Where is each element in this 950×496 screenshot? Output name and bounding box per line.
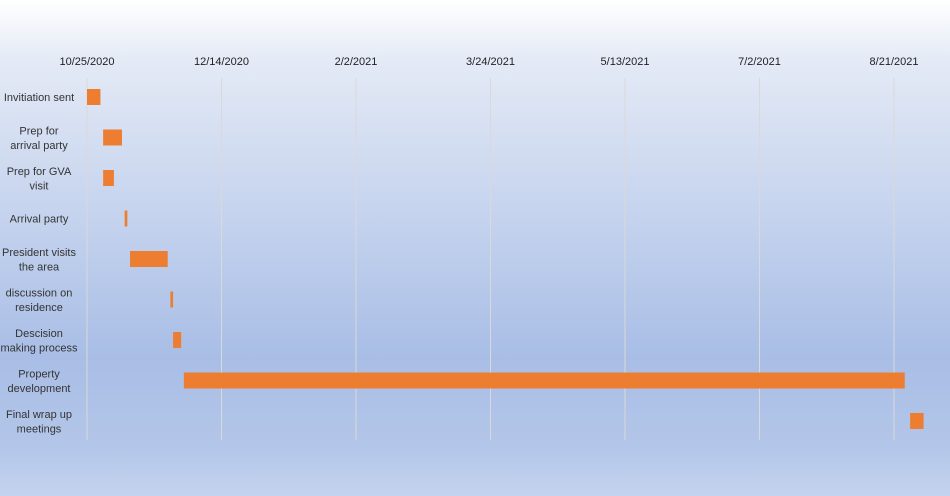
x-tick-label: 2/2/2021 [335,56,378,68]
task-bar [170,291,174,308]
task-label-line: making process [0,342,78,354]
task-label-line: meetings [17,423,62,435]
task-label-line: Arrival party [10,214,69,226]
task-label: Prep for GVA visit [7,166,72,193]
task-label: Descision making process [0,328,78,355]
task-bars [87,89,924,429]
task-label: President visits the area [2,247,76,274]
x-tick-label: 10/25/2020 [59,56,114,68]
task-label-line: Descision [15,328,63,340]
task-label-line: Prep for [19,125,58,137]
gridlines [86,78,895,440]
task-bar [130,251,168,267]
task-label-line: the area [19,261,60,273]
task-label-line: visit [30,180,49,192]
task-label-line: residence [15,302,63,314]
x-tick-label: 3/24/2021 [466,56,515,68]
x-axis-ticks: 10/25/2020 12/14/2020 2/2/2021 3/24/2021 5/1… [59,56,918,68]
task-label-line: discussion on [6,287,73,299]
task-label-line: President visits [2,247,76,259]
task-label-line: arrival party [10,140,68,152]
task-bar [103,129,122,146]
task-label: Final wrap up meetings [6,409,72,436]
task-bar [103,170,114,186]
x-tick-label: 12/14/2020 [194,56,249,68]
task-bar [173,332,182,348]
task-label: Property development [8,368,71,395]
task-label-line: Invitiation sent [4,92,74,104]
task-label: Arrival party [10,214,69,226]
task-bar [124,210,128,227]
task-label-line: Property [18,368,60,380]
task-bar [183,372,905,389]
task-label-line: Final wrap up [6,409,72,421]
task-bar [910,413,924,429]
task-label-line: Prep for GVA [7,166,72,178]
x-tick-label: 8/21/2021 [870,56,919,68]
x-tick-label: 7/2/2021 [738,56,781,68]
x-tick-label: 5/13/2021 [601,56,650,68]
task-label: Prep for arrival party [10,125,68,152]
task-label-line: development [8,383,71,395]
task-label: Invitiation sent [4,92,74,104]
task-label: discussion on residence [6,287,73,314]
task-bar [87,89,101,105]
